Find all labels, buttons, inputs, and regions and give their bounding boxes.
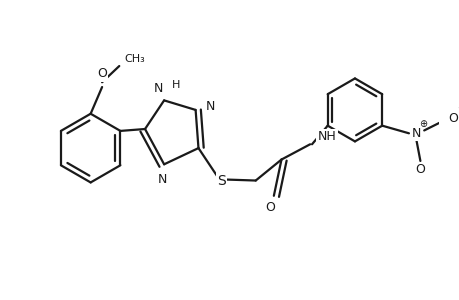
Text: N: N: [157, 173, 167, 186]
Text: ⊕: ⊕: [418, 119, 426, 129]
Text: CH₃: CH₃: [124, 54, 145, 64]
Text: NH: NH: [317, 130, 336, 143]
Text: O: O: [264, 201, 274, 214]
Text: N: N: [206, 100, 215, 112]
Text: S: S: [217, 173, 225, 188]
Text: O: O: [97, 67, 107, 80]
Text: O: O: [447, 112, 457, 124]
Text: H: H: [171, 80, 180, 90]
Text: N: N: [411, 127, 420, 140]
Text: ⊖: ⊖: [456, 103, 459, 112]
Text: O: O: [414, 163, 425, 176]
Text: N: N: [153, 82, 163, 95]
